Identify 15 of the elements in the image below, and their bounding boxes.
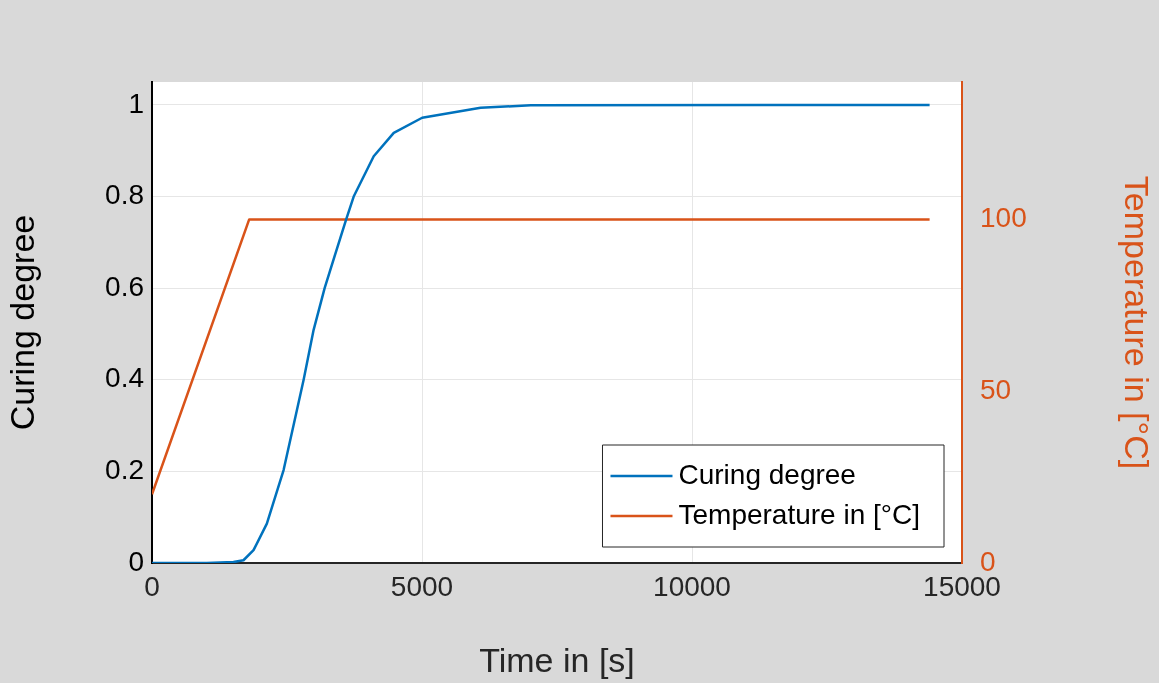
x-tick-label: 5000 [390,570,454,602]
x-tick-label: 10000 [653,570,731,602]
y-tick-label: 1 [128,87,144,119]
y-axis-title: Curing degree [2,214,41,431]
y2-tick-label: 50 [980,373,1012,405]
y2-axis-title: Temperature in [°C] [1118,175,1157,470]
y-tick-label: 0.8 [105,179,144,211]
y-tick-label: 0.2 [105,454,144,486]
y2-tick-label: 100 [980,202,1027,234]
y-tick-label: 0 [128,545,144,577]
x-axis-title: Time in [s] [479,640,635,679]
y-tick-label: 0.4 [105,362,144,394]
legend-label: Curing degree [678,458,856,490]
legend-label: Temperature in [°C] [678,498,920,530]
y-tick-label: 0.6 [105,270,144,302]
